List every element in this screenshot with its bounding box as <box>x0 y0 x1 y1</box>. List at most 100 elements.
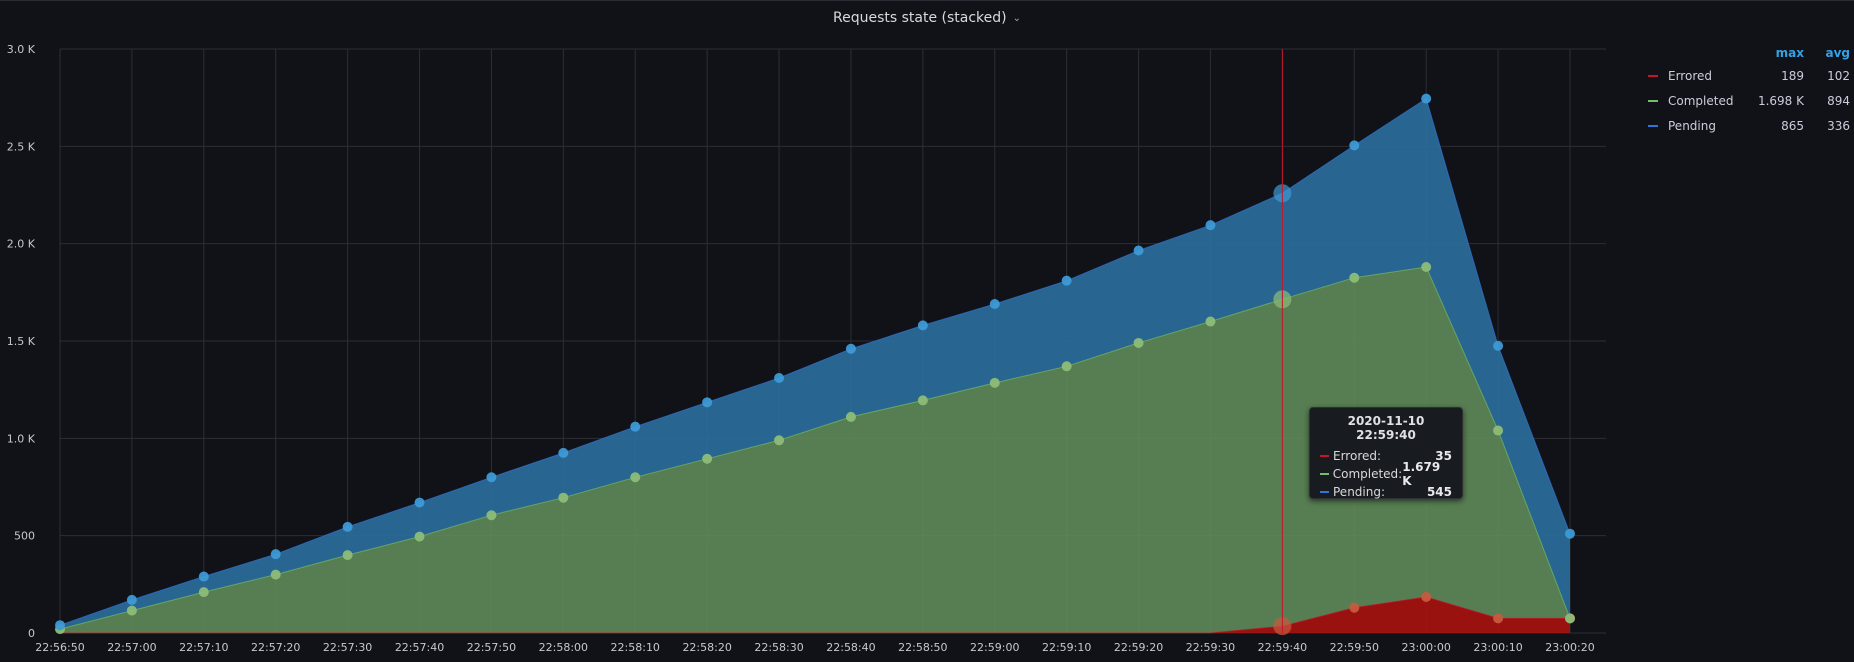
x-tick-label: 22:59:30 <box>1186 641 1235 654</box>
area-layer <box>60 99 1570 633</box>
x-tick-label: 22:59:40 <box>1258 641 1307 654</box>
x-tick-label: 22:57:40 <box>395 641 444 654</box>
point-pending <box>486 472 496 482</box>
x-tick-label: 22:58:20 <box>682 641 731 654</box>
hover-tooltip: 2020-11-10 22:59:40 Errored: 35 Complete… <box>1309 407 1463 499</box>
legend-swatch <box>1648 100 1658 102</box>
point-errored <box>1421 592 1431 602</box>
x-tick-label: 22:57:00 <box>107 641 156 654</box>
legend-item-label: Pending <box>1668 119 1744 133</box>
x-tick-label: 22:58:40 <box>826 641 875 654</box>
point-pending <box>774 373 784 383</box>
point-pending <box>558 448 568 458</box>
point-completed <box>558 493 568 503</box>
point-completed <box>702 454 712 464</box>
point-completed <box>271 570 281 580</box>
tooltip-time: 2020-11-10 22:59:40 <box>1320 414 1452 442</box>
legend-item-avg: 336 <box>1804 119 1850 133</box>
x-tick-label: 22:58:50 <box>898 641 947 654</box>
point-pending <box>343 522 353 532</box>
x-tick-label: 23:00:00 <box>1401 641 1450 654</box>
x-tick-label: 22:59:10 <box>1042 641 1091 654</box>
tooltip-swatch <box>1320 473 1329 475</box>
point-completed <box>990 378 1000 388</box>
point-completed <box>1565 613 1575 623</box>
point-pending <box>990 299 1000 309</box>
x-tick-label: 22:58:00 <box>539 641 588 654</box>
tooltip-swatch <box>1320 491 1329 493</box>
point-pending <box>1565 529 1575 539</box>
point-completed <box>1493 426 1503 436</box>
x-tick-label: 22:57:30 <box>323 641 372 654</box>
point-pending <box>1134 245 1144 255</box>
point-completed <box>918 395 928 405</box>
legend-item-avg: 102 <box>1804 69 1850 83</box>
tooltip-value: 1.679 K <box>1402 460 1452 488</box>
x-tick-label: 23:00:20 <box>1545 641 1594 654</box>
legend: max avg Errored 189 102 Completed 1.698 … <box>1640 43 1850 138</box>
x-tick-label: 22:58:30 <box>754 641 803 654</box>
tooltip-value: 545 <box>1427 485 1452 499</box>
point-pending <box>1349 140 1359 150</box>
tooltip-row-completed: Completed: 1.679 K <box>1320 465 1452 483</box>
legend-item-errored[interactable]: Errored 189 102 <box>1640 63 1850 88</box>
point-completed <box>486 510 496 520</box>
y-tick-label: 3.0 K <box>7 43 36 56</box>
point-completed <box>415 532 425 542</box>
legend-item-max: 865 <box>1744 119 1804 133</box>
y-tick-label: 500 <box>14 530 35 543</box>
x-tick-label: 22:59:00 <box>970 641 1019 654</box>
legend-swatch <box>1648 125 1658 127</box>
point-errored <box>1349 603 1359 613</box>
legend-item-avg: 894 <box>1804 94 1850 108</box>
x-tick-label: 22:57:10 <box>179 641 228 654</box>
tooltip-label: Completed: <box>1333 467 1403 481</box>
legend-header: max avg <box>1640 43 1850 63</box>
point-pending <box>1421 94 1431 104</box>
point-pending <box>127 595 137 605</box>
y-tick-label: 2.5 K <box>7 140 36 153</box>
tooltip-swatch <box>1320 455 1329 457</box>
point-pending <box>271 549 281 559</box>
x-tick-label: 22:59:20 <box>1114 641 1163 654</box>
point-completed <box>343 550 353 560</box>
x-tick-label: 22:57:50 <box>467 641 516 654</box>
point-errored <box>1493 613 1503 623</box>
x-tick-label: 22:56:50 <box>35 641 84 654</box>
point-pending <box>702 397 712 407</box>
legend-swatch <box>1648 75 1658 77</box>
point-pending <box>1493 341 1503 351</box>
point-completed <box>1205 317 1215 327</box>
point-completed <box>1421 262 1431 272</box>
legend-item-max: 189 <box>1744 69 1804 83</box>
point-pending <box>1205 220 1215 230</box>
point-pending <box>630 422 640 432</box>
point-pending <box>918 320 928 330</box>
y-tick-label: 1.5 K <box>7 335 36 348</box>
x-tick-label: 23:00:10 <box>1473 641 1522 654</box>
point-completed <box>127 606 137 616</box>
point-pending <box>199 572 209 582</box>
point-pending <box>846 344 856 354</box>
point-completed <box>846 412 856 422</box>
legend-item-pending[interactable]: Pending 865 336 <box>1640 113 1850 138</box>
x-tick-label: 22:57:20 <box>251 641 300 654</box>
tooltip-label: Pending: <box>1333 485 1427 499</box>
x-tick-label: 22:58:10 <box>611 641 660 654</box>
legend-header-avg[interactable]: avg <box>1804 46 1850 60</box>
point-pending <box>55 620 65 630</box>
point-completed <box>1062 361 1072 371</box>
legend-header-max[interactable]: max <box>1744 46 1804 60</box>
y-tick-label: 2.0 K <box>7 238 36 251</box>
legend-item-completed[interactable]: Completed 1.698 K 894 <box>1640 88 1850 113</box>
y-tick-label: 1.0 K <box>7 432 36 445</box>
point-completed <box>199 587 209 597</box>
point-completed <box>774 435 784 445</box>
point-completed <box>1349 273 1359 283</box>
point-completed <box>1134 338 1144 348</box>
tooltip-row-pending: Pending: 545 <box>1320 483 1452 501</box>
y-tick-label: 0 <box>28 627 35 640</box>
legend-item-label: Errored <box>1668 69 1744 83</box>
